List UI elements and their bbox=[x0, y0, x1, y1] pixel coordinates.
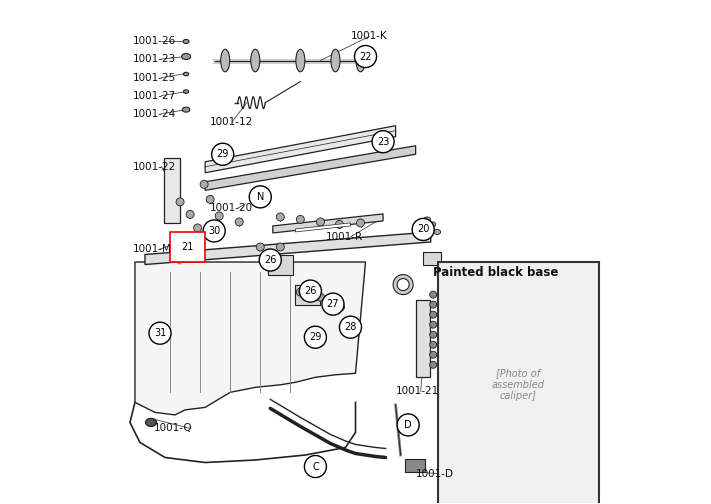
Text: 1001-21: 1001-21 bbox=[395, 387, 439, 396]
Circle shape bbox=[277, 213, 284, 221]
Text: 1001-K: 1001-K bbox=[351, 31, 387, 41]
Circle shape bbox=[429, 341, 437, 348]
Circle shape bbox=[193, 224, 202, 232]
FancyBboxPatch shape bbox=[438, 262, 599, 504]
Circle shape bbox=[316, 218, 324, 226]
Text: D: D bbox=[405, 420, 412, 430]
Circle shape bbox=[322, 293, 344, 315]
Text: 20: 20 bbox=[417, 224, 429, 234]
Text: 1001-D: 1001-D bbox=[416, 469, 454, 478]
Circle shape bbox=[336, 303, 344, 311]
Text: 21: 21 bbox=[181, 242, 194, 252]
FancyBboxPatch shape bbox=[423, 252, 441, 265]
Circle shape bbox=[429, 291, 437, 298]
Circle shape bbox=[429, 301, 437, 308]
Text: 26: 26 bbox=[304, 286, 316, 296]
Ellipse shape bbox=[146, 418, 156, 426]
Text: 1001-22: 1001-22 bbox=[132, 162, 176, 172]
Text: 1001-27: 1001-27 bbox=[132, 91, 176, 101]
Circle shape bbox=[149, 322, 171, 344]
Circle shape bbox=[203, 220, 225, 242]
Ellipse shape bbox=[183, 90, 188, 93]
Text: C: C bbox=[312, 462, 319, 472]
Ellipse shape bbox=[356, 49, 365, 72]
Circle shape bbox=[256, 243, 264, 251]
Circle shape bbox=[355, 45, 377, 68]
Circle shape bbox=[339, 316, 361, 338]
Text: 29: 29 bbox=[216, 149, 229, 159]
Ellipse shape bbox=[183, 39, 189, 43]
Ellipse shape bbox=[183, 72, 188, 76]
FancyBboxPatch shape bbox=[416, 299, 429, 377]
Circle shape bbox=[235, 218, 243, 226]
Text: 29: 29 bbox=[309, 332, 321, 342]
Text: 1001-M: 1001-M bbox=[132, 244, 171, 255]
Text: 31: 31 bbox=[154, 328, 166, 338]
Ellipse shape bbox=[296, 49, 305, 72]
Polygon shape bbox=[145, 232, 431, 265]
Text: 27: 27 bbox=[326, 299, 339, 309]
Circle shape bbox=[356, 219, 365, 227]
Text: 1001-26: 1001-26 bbox=[132, 36, 176, 46]
Ellipse shape bbox=[251, 49, 260, 72]
Text: 28: 28 bbox=[344, 322, 357, 332]
Circle shape bbox=[429, 321, 437, 328]
Text: 1001-R: 1001-R bbox=[326, 232, 363, 242]
Polygon shape bbox=[273, 214, 383, 233]
Circle shape bbox=[336, 220, 343, 228]
Ellipse shape bbox=[429, 222, 436, 227]
Polygon shape bbox=[135, 262, 365, 415]
Circle shape bbox=[260, 249, 282, 271]
Text: 30: 30 bbox=[208, 226, 220, 236]
Polygon shape bbox=[295, 223, 351, 232]
Circle shape bbox=[212, 143, 234, 165]
Text: 26: 26 bbox=[264, 255, 277, 265]
Text: 1001-20: 1001-20 bbox=[210, 204, 253, 213]
Circle shape bbox=[200, 180, 208, 188]
Circle shape bbox=[299, 280, 321, 302]
Circle shape bbox=[206, 196, 214, 204]
Text: 1001-23: 1001-23 bbox=[132, 54, 176, 64]
Circle shape bbox=[372, 131, 394, 153]
Ellipse shape bbox=[181, 53, 191, 59]
Ellipse shape bbox=[424, 217, 431, 222]
Circle shape bbox=[277, 243, 284, 251]
FancyBboxPatch shape bbox=[295, 285, 321, 304]
Ellipse shape bbox=[220, 49, 230, 72]
Text: [Photo of
assembled
caliper]: [Photo of assembled caliper] bbox=[492, 368, 545, 401]
Ellipse shape bbox=[434, 229, 441, 234]
Circle shape bbox=[316, 293, 324, 301]
Text: 1001-Q: 1001-Q bbox=[154, 423, 193, 433]
Text: Painted black base: Painted black base bbox=[433, 266, 559, 279]
Polygon shape bbox=[205, 146, 416, 191]
FancyBboxPatch shape bbox=[405, 459, 424, 472]
Text: 1001-12: 1001-12 bbox=[210, 117, 253, 127]
FancyBboxPatch shape bbox=[164, 158, 180, 223]
Polygon shape bbox=[205, 125, 395, 173]
Circle shape bbox=[304, 456, 326, 478]
Circle shape bbox=[250, 186, 272, 208]
Text: 23: 23 bbox=[377, 137, 389, 147]
Ellipse shape bbox=[331, 49, 340, 72]
Text: 1001-24: 1001-24 bbox=[132, 109, 176, 118]
Circle shape bbox=[215, 212, 223, 220]
Circle shape bbox=[176, 198, 184, 206]
Circle shape bbox=[429, 331, 437, 338]
Circle shape bbox=[429, 351, 437, 358]
Circle shape bbox=[429, 361, 437, 368]
Circle shape bbox=[397, 414, 419, 436]
Circle shape bbox=[304, 326, 326, 348]
Ellipse shape bbox=[182, 107, 190, 112]
Text: N: N bbox=[257, 192, 264, 202]
Circle shape bbox=[296, 215, 304, 223]
Circle shape bbox=[296, 288, 304, 296]
FancyBboxPatch shape bbox=[268, 255, 293, 275]
Circle shape bbox=[186, 210, 194, 218]
FancyBboxPatch shape bbox=[171, 232, 205, 262]
Circle shape bbox=[429, 311, 437, 318]
Circle shape bbox=[412, 218, 434, 240]
Text: 22: 22 bbox=[359, 51, 372, 61]
Text: 1001-25: 1001-25 bbox=[132, 73, 176, 83]
